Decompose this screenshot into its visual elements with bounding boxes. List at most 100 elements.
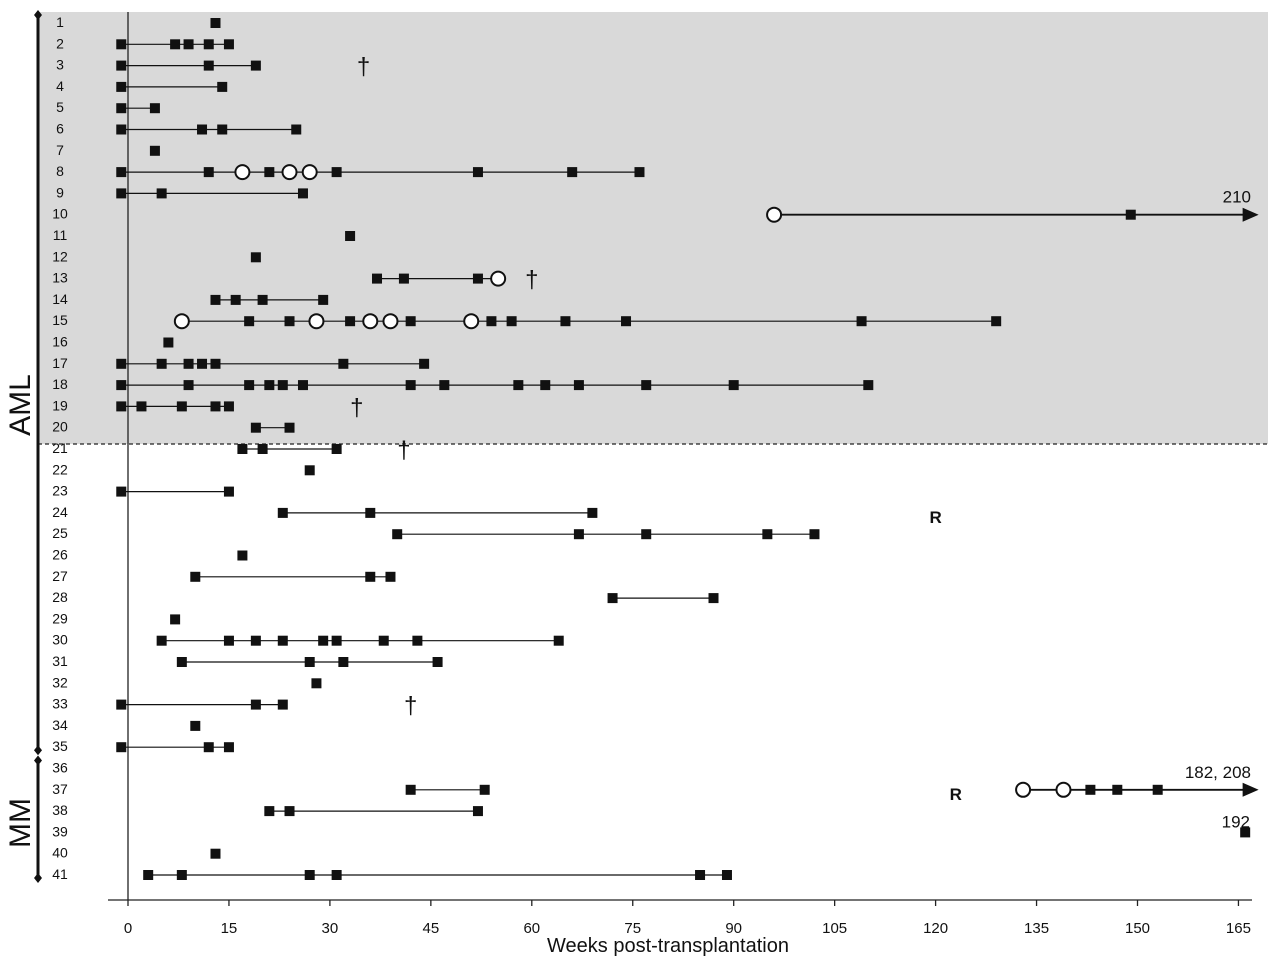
patient-id-label: 5 bbox=[56, 99, 64, 115]
sample-circle-marker bbox=[1055, 781, 1072, 798]
sample-square-marker bbox=[116, 103, 127, 114]
sample-square-marker bbox=[277, 635, 288, 646]
continuation-arrow bbox=[1242, 782, 1259, 797]
patient-id-label: 9 bbox=[56, 184, 64, 200]
sample-square-marker bbox=[634, 167, 645, 178]
patient-id-label: 20 bbox=[52, 419, 68, 435]
patient-id-label: 28 bbox=[52, 589, 68, 605]
sample-square-marker bbox=[203, 39, 214, 50]
sample-square-marker bbox=[991, 316, 1002, 327]
patient-row: 31 bbox=[52, 653, 443, 669]
sample-square-marker bbox=[284, 316, 295, 327]
sample-square-marker bbox=[203, 60, 214, 71]
sample-square-marker bbox=[641, 380, 652, 391]
sample-square-marker bbox=[573, 380, 584, 391]
patient-row: 36 bbox=[52, 760, 68, 776]
patient-row: 15 bbox=[52, 312, 1002, 330]
patient-row: 19 † bbox=[52, 394, 363, 421]
patient-row: 20 bbox=[52, 419, 295, 435]
sample-square-marker bbox=[183, 358, 194, 369]
patient-id-label: 1 bbox=[56, 14, 64, 30]
sample-square-marker bbox=[318, 294, 329, 305]
patient-row: 23 bbox=[52, 483, 234, 499]
sample-square-marker bbox=[506, 316, 517, 327]
patient-id-label: 34 bbox=[52, 717, 68, 733]
sample-square-marker bbox=[197, 124, 208, 135]
sample-square-marker bbox=[378, 635, 389, 646]
sample-square-marker bbox=[762, 529, 773, 540]
patient-id-label: 6 bbox=[56, 121, 64, 137]
patient-id-label: 16 bbox=[52, 334, 68, 350]
patient-row: 37 R 182, 208 bbox=[52, 763, 1259, 804]
sample-square-marker bbox=[223, 39, 234, 50]
sample-square-marker bbox=[183, 380, 194, 391]
patient-id-label: 21 bbox=[52, 440, 68, 456]
patient-id-label: 24 bbox=[52, 504, 68, 520]
sample-circle-marker bbox=[382, 313, 399, 330]
sample-square-marker bbox=[217, 124, 228, 135]
continuation-annotation: 210 bbox=[1223, 188, 1251, 207]
sample-circle-marker bbox=[308, 313, 325, 330]
sample-square-marker bbox=[250, 422, 261, 433]
patient-id-label: 14 bbox=[52, 291, 68, 307]
patient-id-label: 25 bbox=[52, 525, 68, 541]
sample-square-marker bbox=[277, 699, 288, 710]
patient-id-label: 8 bbox=[56, 163, 64, 179]
aml-shaded-region bbox=[38, 12, 1268, 444]
patient-id-label: 37 bbox=[52, 781, 68, 797]
continuation-arrow bbox=[1242, 207, 1259, 222]
sample-square-marker bbox=[345, 231, 356, 241]
relapse-mark: R bbox=[950, 785, 962, 804]
group-bracket-end-top bbox=[34, 755, 42, 766]
relapse-mark: R bbox=[929, 508, 941, 527]
patient-row: 28 bbox=[52, 589, 719, 605]
sample-circle-marker bbox=[173, 313, 190, 330]
x-axis-ticks: 0 15 30 45 60 75 90 105 120 135 150 165 bbox=[124, 900, 1251, 937]
patient-row: 1 bbox=[56, 14, 221, 30]
sample-square-marker bbox=[197, 358, 208, 369]
x-tick-label: 105 bbox=[822, 920, 847, 937]
patient-id-label: 2 bbox=[56, 35, 64, 51]
x-tick-label: 75 bbox=[624, 920, 641, 937]
x-tick-label: 165 bbox=[1226, 920, 1251, 937]
sample-square-marker bbox=[331, 444, 342, 454]
patient-id-label: 17 bbox=[52, 355, 68, 371]
sample-square-marker bbox=[365, 507, 376, 518]
sample-square-marker bbox=[190, 571, 201, 582]
sample-square-marker bbox=[365, 571, 376, 582]
continuation-annotation: 182, 208 bbox=[1185, 763, 1251, 782]
sample-square-marker bbox=[183, 39, 194, 50]
sample-square-marker bbox=[472, 167, 483, 178]
sample-square-marker bbox=[116, 486, 127, 497]
patient-id-label: 26 bbox=[52, 547, 68, 563]
sample-square-marker bbox=[1152, 784, 1163, 795]
sample-square-marker bbox=[116, 358, 127, 369]
sample-square-marker bbox=[116, 124, 127, 135]
sample-square-marker bbox=[540, 380, 551, 391]
patient-row: 2 bbox=[56, 35, 234, 51]
sample-circle-marker bbox=[362, 313, 379, 330]
sample-square-marker bbox=[223, 742, 234, 753]
patient-row: 41 bbox=[52, 866, 732, 882]
patient-row: 25 bbox=[52, 525, 820, 541]
sample-circle-marker bbox=[766, 206, 783, 223]
patient-id-label: 12 bbox=[52, 248, 68, 264]
sample-square-marker bbox=[176, 870, 187, 880]
sample-square-marker bbox=[217, 81, 228, 92]
patient-id-label: 41 bbox=[52, 866, 68, 882]
sample-square-marker bbox=[143, 870, 154, 880]
patient-id-label: 22 bbox=[52, 461, 68, 477]
patient-id-label: 3 bbox=[56, 57, 64, 73]
patient-id-label: 11 bbox=[53, 227, 68, 243]
sample-square-marker bbox=[311, 678, 322, 689]
sample-square-marker bbox=[116, 39, 127, 50]
patient-row: 30 bbox=[52, 632, 564, 648]
patient-row: 3 † bbox=[56, 54, 370, 81]
sample-circle-marker bbox=[1015, 781, 1032, 798]
x-tick-label: 135 bbox=[1024, 920, 1049, 937]
patient-row: 9 bbox=[56, 184, 308, 200]
sample-square-marker bbox=[116, 188, 127, 199]
x-tick-label: 45 bbox=[423, 920, 440, 937]
patient-id-label: 35 bbox=[52, 738, 68, 754]
sample-square-marker bbox=[439, 380, 450, 391]
